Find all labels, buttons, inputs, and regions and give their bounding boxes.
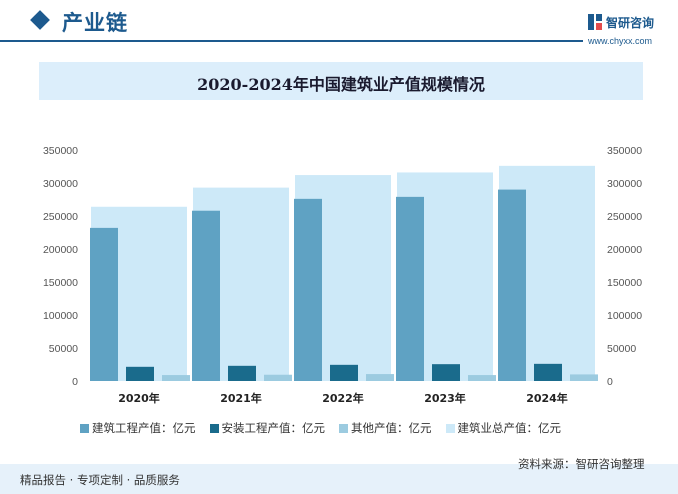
- bar-0: [396, 196, 424, 381]
- bar-2: [366, 374, 394, 381]
- bar-2: [468, 375, 496, 381]
- y-tick-label: 0: [72, 376, 78, 388]
- legend-swatch: [445, 423, 455, 433]
- y-tick-label: 100000: [43, 310, 78, 322]
- x-tick-label: 2023年: [424, 391, 466, 405]
- bar-1: [228, 365, 256, 381]
- y-tick-label: 50000: [49, 343, 78, 355]
- y2-tick-label: 300000: [607, 178, 642, 190]
- y2-tick-label: 100000: [607, 310, 642, 322]
- brand: 智研咨询: [588, 12, 654, 32]
- y2-tick-label: 200000: [607, 244, 642, 256]
- header: 产业链 智研咨询 www.chyxx.com: [0, 0, 678, 46]
- y-tick-label: 300000: [43, 178, 78, 190]
- y2-tick-label: 350000: [607, 145, 642, 157]
- legend-item: 安装工程产值：亿元: [209, 420, 326, 436]
- x-tick-label: 2024年: [526, 391, 568, 405]
- bar-chart: 350000 350000 300000 300000 250000 250000 2000…: [43, 145, 642, 405]
- brand-logo-icon: [588, 14, 602, 30]
- legend-swatch: [80, 423, 89, 433]
- bar-0: [498, 189, 526, 381]
- legend-item: 建筑工程产值：亿元: [80, 420, 196, 436]
- header-divider: [0, 40, 583, 42]
- chart-title-box: 2020-2024年中国建筑业产值规模情况: [39, 62, 643, 100]
- y2-tick-label: 50000: [607, 343, 636, 355]
- footer: 精品报告 · 专项定制 · 品质服务 资料来源：智研咨询整理: [0, 457, 678, 494]
- y-tick-label: 150000: [43, 277, 78, 289]
- x-tick-label: 2021年: [220, 391, 262, 405]
- y2-tick-label: 250000: [607, 211, 642, 223]
- bar-2: [162, 375, 190, 381]
- legend-label: 建筑业总产值：亿元: [457, 421, 562, 435]
- y-tick-label: 200000: [43, 244, 78, 256]
- brand-name: 智研咨询: [606, 15, 655, 30]
- bar-1: [432, 364, 460, 381]
- legend-item: 其他产值：亿元: [339, 420, 432, 436]
- bar-0: [90, 227, 118, 381]
- bar-0: [294, 198, 322, 381]
- bar-2: [570, 374, 598, 381]
- legend-label: 安装工程产值：亿元: [221, 421, 326, 435]
- brand-url: www.chyxx.com: [588, 36, 653, 46]
- footer-tagline: 精品报告 · 专项定制 · 品质服务: [20, 473, 180, 487]
- y-tick-label: 350000: [43, 145, 78, 157]
- bar-1: [534, 363, 562, 381]
- diamond-icon: [30, 10, 50, 30]
- legend-item: 建筑业总产值：亿元: [445, 420, 562, 436]
- y2-tick-label: 0: [607, 376, 613, 388]
- bar-2: [264, 374, 292, 381]
- section-title: 产业链: [62, 11, 128, 35]
- bar-1: [330, 364, 358, 381]
- legend-label: 其他产值：亿元: [351, 421, 432, 435]
- bar-0: [192, 210, 220, 381]
- source-note: 资料来源：智研咨询整理: [518, 457, 645, 471]
- x-tick-label: 2020年: [118, 391, 160, 405]
- y-tick-label: 250000: [43, 211, 78, 223]
- y2-tick-label: 150000: [607, 277, 642, 289]
- chart-legend: 建筑工程产值：亿元 安装工程产值：亿元 其他产值：亿元 建筑业总产值：亿元: [80, 420, 640, 436]
- x-tick-label: 2022年: [322, 391, 364, 405]
- legend-swatch: [339, 423, 348, 433]
- legend-label: 建筑工程产值：亿元: [92, 421, 196, 435]
- legend-swatch: [209, 423, 219, 433]
- bar-1: [126, 366, 154, 381]
- chart-title: 2020-2024年中国建筑业产值规模情况: [197, 75, 485, 94]
